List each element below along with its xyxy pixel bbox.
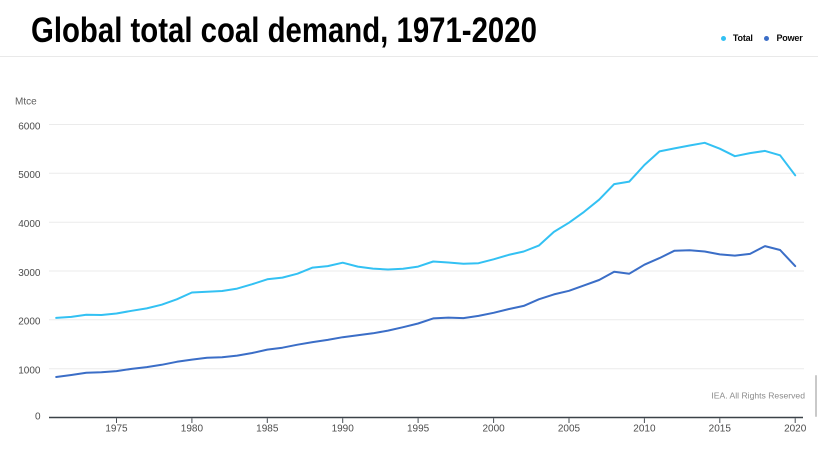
svg-text:6000: 6000 <box>18 121 41 132</box>
svg-text:5000: 5000 <box>18 170 41 181</box>
svg-text:1985: 1985 <box>256 424 279 435</box>
svg-text:1980: 1980 <box>181 424 204 435</box>
svg-text:1990: 1990 <box>332 424 355 435</box>
svg-text:1000: 1000 <box>18 366 41 377</box>
svg-text:0: 0 <box>35 412 41 423</box>
svg-text:1995: 1995 <box>407 424 430 435</box>
svg-text:IEA. All Rights Reserved: IEA. All Rights Reserved <box>711 391 805 401</box>
svg-text:1975: 1975 <box>105 424 128 435</box>
svg-text:2010: 2010 <box>633 424 656 435</box>
svg-text:2020: 2020 <box>784 424 807 435</box>
svg-text:Mtce: Mtce <box>15 97 37 108</box>
svg-text:2000: 2000 <box>18 317 41 328</box>
svg-text:4000: 4000 <box>18 219 41 230</box>
svg-text:3000: 3000 <box>18 268 41 279</box>
svg-text:2005: 2005 <box>558 424 581 435</box>
svg-text:2000: 2000 <box>482 424 505 435</box>
svg-text:2015: 2015 <box>709 424 732 435</box>
